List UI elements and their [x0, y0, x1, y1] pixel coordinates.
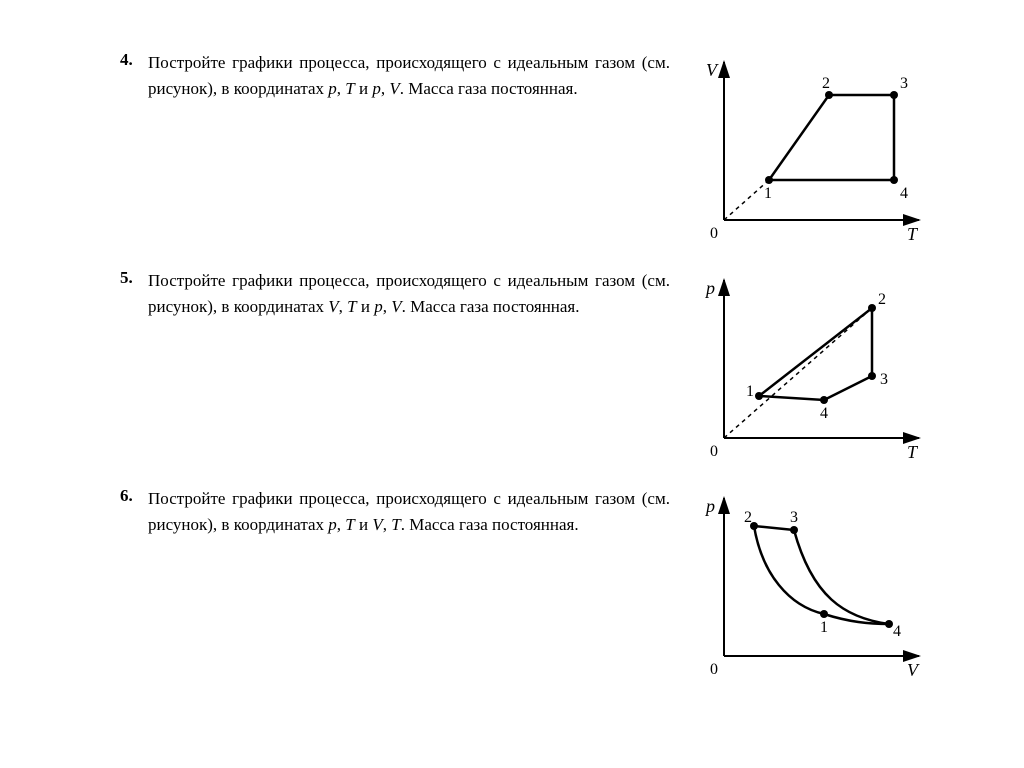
svg-text:V: V [907, 660, 920, 680]
svg-text:3: 3 [880, 371, 888, 388]
svg-text:2: 2 [744, 509, 752, 526]
svg-text:0: 0 [710, 661, 718, 678]
svg-text:3: 3 [900, 75, 908, 92]
graph-6: p V 0 2 3 1 4 [694, 486, 934, 686]
graph-5: p T 0 1 2 3 4 [694, 268, 934, 468]
svg-text:T: T [907, 224, 919, 244]
svg-text:1: 1 [820, 619, 828, 636]
svg-text:4: 4 [900, 185, 908, 202]
problem-number: 5. [120, 268, 148, 288]
svg-text:V: V [706, 60, 719, 80]
problem-number: 6. [120, 486, 148, 506]
svg-text:2: 2 [822, 75, 830, 92]
svg-text:0: 0 [710, 225, 718, 242]
svg-text:4: 4 [820, 405, 828, 422]
problem-text: Постройте графики процесса, происходящег… [148, 50, 694, 103]
problem-number: 4. [120, 50, 148, 70]
svg-text:3: 3 [790, 509, 798, 526]
svg-text:1: 1 [746, 383, 754, 400]
svg-text:1: 1 [764, 185, 772, 202]
problem-6: 6. Постройте графики процесса, про­исход… [120, 486, 934, 686]
svg-text:p: p [704, 496, 715, 516]
svg-text:2: 2 [878, 291, 886, 308]
svg-text:p: p [704, 278, 715, 298]
problem-4: 4. Постройте графики процесса, происходя… [120, 50, 934, 250]
svg-text:0: 0 [710, 443, 718, 460]
svg-text:4: 4 [893, 623, 901, 640]
problem-5: 5. Постройте графики процесса, происходя… [120, 268, 934, 468]
svg-text:T: T [907, 442, 919, 462]
problem-text: Постройте графики процесса, про­исходяще… [148, 486, 694, 539]
graph-4: V T 0 1 2 3 4 [694, 50, 934, 250]
problem-text: Постройте графики процесса, происходящег… [148, 268, 694, 321]
